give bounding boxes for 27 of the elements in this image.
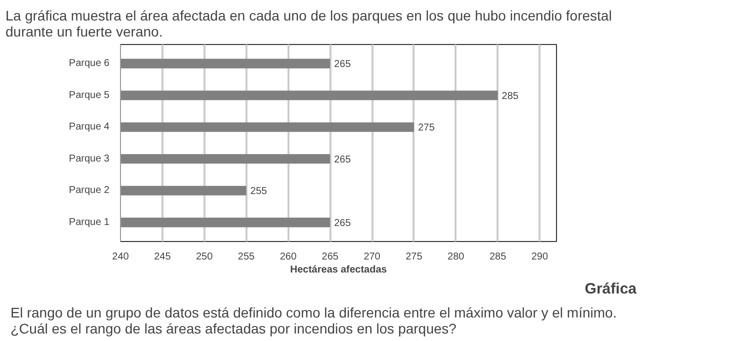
data-label: 255 [250,186,268,198]
x-tick-label: 245 [154,252,172,262]
data-label: 265 [334,154,352,166]
x-tick-label: 270 [364,252,381,262]
x-tick-label: 280 [448,252,465,262]
data-label: 265 [334,59,352,70]
x-axis-title: Hectáreas afectadas [290,264,388,276]
x-tick-label: 240 [112,252,130,262]
data-label: 275 [418,122,436,134]
y-tick-label: Parque 6 [68,58,110,70]
x-tick-label: 265 [322,252,339,262]
x-tick-label: 260 [280,252,297,262]
y-tick-label: Parque 1 [68,216,110,228]
y-tick-label: Parque 3 [68,153,110,164]
y-tick-label: Parque 2 [68,185,110,196]
y-tick-label: Parque 4 [68,122,110,133]
text: Gráfica [584,280,638,298]
x-tick-label: 275 [406,252,423,262]
x-tick-label: 285 [489,252,507,262]
data-label: 285 [502,90,519,102]
data-label: 265 [334,218,352,229]
x-tick-label: 250 [196,252,214,262]
y-tick-label: Parque 5 [68,90,110,101]
text: El rango de un grupo de datos está definido como la diferencia entre el máximo valor y el mínimo. ¿Cuál es el rango de las áreas afectadas por incendios en los parques? [10,304,617,336]
chart-title: La gráfica muestra el área afectada en cada uno de los parques en los que hubo incendio forestal durante un fuerte verano. [6,8,612,40]
x-tick-label: 290 [531,252,549,262]
x-tick-label: 255 [238,252,256,262]
